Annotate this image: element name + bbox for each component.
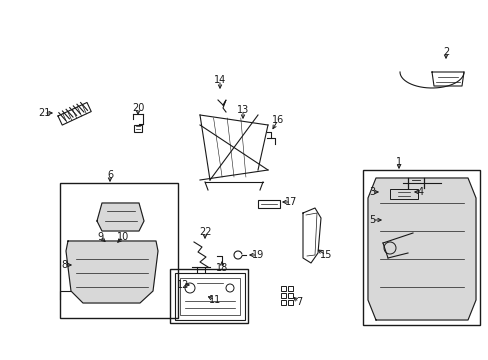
Bar bbox=[170, 269, 247, 323]
Bar bbox=[134, 125, 142, 132]
Text: 2: 2 bbox=[442, 47, 448, 57]
Polygon shape bbox=[367, 178, 475, 320]
Text: 22: 22 bbox=[198, 227, 211, 237]
Text: 15: 15 bbox=[319, 250, 331, 260]
Text: 11: 11 bbox=[208, 295, 221, 305]
Text: 5: 5 bbox=[368, 215, 374, 225]
Bar bbox=[362, 170, 479, 325]
Text: 16: 16 bbox=[271, 115, 284, 125]
Text: 7: 7 bbox=[295, 297, 302, 307]
Bar bbox=[287, 293, 292, 298]
Text: 20: 20 bbox=[132, 103, 144, 113]
Text: 1: 1 bbox=[395, 157, 401, 167]
Text: 14: 14 bbox=[213, 75, 225, 85]
Text: 6: 6 bbox=[107, 170, 113, 180]
Text: 10: 10 bbox=[117, 232, 129, 242]
Text: 17: 17 bbox=[284, 197, 297, 207]
Bar bbox=[180, 278, 240, 315]
Text: 3: 3 bbox=[368, 187, 374, 197]
Polygon shape bbox=[97, 203, 143, 231]
Text: 4: 4 bbox=[417, 187, 423, 197]
Bar bbox=[287, 300, 292, 305]
Bar bbox=[287, 286, 292, 291]
Text: 8: 8 bbox=[61, 260, 67, 270]
Bar bbox=[389, 189, 417, 199]
Bar bbox=[60, 183, 178, 318]
Text: 18: 18 bbox=[215, 263, 228, 273]
Bar bbox=[281, 300, 285, 305]
Text: 12: 12 bbox=[177, 280, 189, 290]
Bar bbox=[281, 293, 285, 298]
Bar bbox=[175, 273, 244, 320]
Text: 19: 19 bbox=[251, 250, 264, 260]
Text: 21: 21 bbox=[38, 108, 50, 118]
Bar bbox=[258, 200, 280, 208]
Polygon shape bbox=[66, 241, 158, 303]
Text: 13: 13 bbox=[236, 105, 248, 115]
Bar bbox=[281, 286, 285, 291]
Text: 9: 9 bbox=[97, 232, 103, 242]
